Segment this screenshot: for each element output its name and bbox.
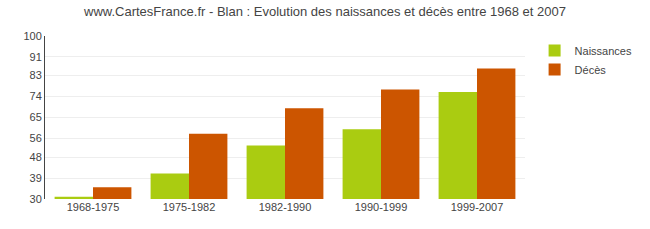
svg-text:48: 48 — [30, 151, 42, 163]
svg-text:1982-1990: 1982-1990 — [259, 201, 312, 213]
svg-text:100: 100 — [23, 30, 41, 42]
svg-text:1999-2007: 1999-2007 — [451, 201, 504, 213]
svg-text:74: 74 — [30, 90, 42, 102]
svg-text:1968-1975: 1968-1975 — [67, 201, 120, 213]
svg-text:1990-1999: 1990-1999 — [355, 201, 408, 213]
svg-text:1975-1982: 1975-1982 — [163, 201, 216, 213]
svg-text:83: 83 — [30, 69, 42, 81]
svg-text:91: 91 — [30, 51, 42, 63]
svg-text:Naissances: Naissances — [575, 45, 632, 57]
svg-text:56: 56 — [30, 132, 42, 144]
svg-text:www.CartesFrance.fr - Blan : E: www.CartesFrance.fr - Blan : Evolution d… — [83, 4, 566, 19]
svg-text:39: 39 — [30, 172, 42, 184]
svg-text:Décès: Décès — [575, 64, 607, 76]
svg-text:30: 30 — [30, 193, 42, 205]
svg-text:65: 65 — [30, 111, 42, 123]
